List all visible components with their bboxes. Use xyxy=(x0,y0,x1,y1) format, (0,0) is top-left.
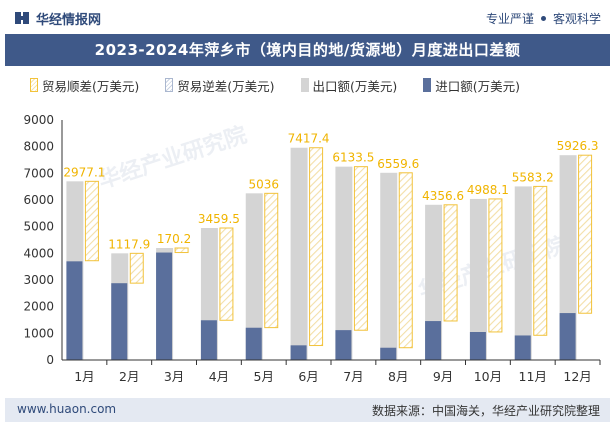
surplus-bar xyxy=(174,247,189,254)
surplus-bar xyxy=(129,252,144,284)
legend-swatch-export xyxy=(300,78,309,92)
legend-label-export: 出口额(万美元) xyxy=(312,78,398,94)
footer-band: www.huaon.com 数据来源：中国海关，华经产业研究院整理 xyxy=(5,398,610,422)
x-tick-label: 7月 xyxy=(343,369,363,384)
x-tick-label: 1月 xyxy=(74,369,94,384)
chart-title: 2023-2024年萍乡市（境内目的地/货源地）月度进出口差额 xyxy=(94,41,521,59)
y-tick-label: 0 xyxy=(46,353,54,367)
x-tick-label: 4月 xyxy=(209,369,229,384)
surplus-bar xyxy=(84,180,99,262)
x-tick-label: 8月 xyxy=(388,369,408,384)
surplus-bar xyxy=(488,198,503,333)
y-tick-label: 7000 xyxy=(23,166,54,180)
surplus-bar xyxy=(353,166,368,331)
surplus-bar xyxy=(219,227,234,321)
import-bar xyxy=(66,261,83,360)
tagline: 专业严谨 客观科学 xyxy=(486,10,601,27)
legend-item-surplus: 贸易顺差(万美元) xyxy=(30,76,139,95)
legend-label-surplus: 贸易顺差(万美元) xyxy=(42,78,140,94)
y-tick-label: 3000 xyxy=(23,273,54,287)
top-bar: 华经情报网 专业严谨 客观科学 xyxy=(0,0,615,34)
surplus-data-label: 6133.5 xyxy=(332,151,374,165)
surplus-bar xyxy=(398,172,413,349)
import-bar xyxy=(335,330,352,360)
y-tick-label: 5000 xyxy=(23,220,54,234)
brand-logo-icon xyxy=(15,12,29,24)
x-tick-label: 6月 xyxy=(298,369,318,384)
import-bar xyxy=(200,320,217,360)
surplus-bar xyxy=(309,147,324,347)
import-bar xyxy=(469,332,486,360)
surplus-data-label: 1117.9 xyxy=(108,237,150,251)
footer-source: 数据来源：中国海关，华经产业研究院整理 xyxy=(371,404,600,418)
legend-label-deficit: 贸易逆差(万美元) xyxy=(177,78,275,94)
legend-swatch-surplus xyxy=(30,78,38,92)
tagline-right: 客观科学 xyxy=(552,12,601,26)
y-tick-label: 6000 xyxy=(23,193,54,207)
export-bar xyxy=(335,166,353,360)
surplus-bar xyxy=(264,192,279,329)
legend-item-deficit: 贸易逆差(万美元) xyxy=(165,76,275,95)
export-bar xyxy=(514,186,532,360)
surplus-data-label: 4356.6 xyxy=(422,189,464,203)
legend: 贸易顺差(万美元) 贸易逆差(万美元) 出口额(万美元) 进口额(万美元) xyxy=(30,75,590,95)
tagline-dot-icon xyxy=(540,16,546,21)
x-tick-label: 5月 xyxy=(254,369,274,384)
x-tick-label: 12月 xyxy=(563,369,591,384)
surplus-data-label: 5036 xyxy=(248,177,279,191)
x-tick-label: 3月 xyxy=(164,369,184,384)
surplus-data-label: 2977.1 xyxy=(63,165,105,179)
import-bar xyxy=(425,321,442,360)
y-tick-label: 2000 xyxy=(23,300,54,314)
surplus-bar xyxy=(443,204,458,322)
chart-area: 0 1000 2000 3000 4000 5000 6000 7000 8000 9000 1月… xyxy=(23,113,601,384)
footer-site: www.huaon.com xyxy=(17,402,117,416)
x-tick-label: 10月 xyxy=(474,369,502,384)
title-band: 2023-2024年萍乡市（境内目的地/货源地）月度进出口差额 xyxy=(5,34,610,66)
surplus-bar xyxy=(578,154,593,314)
import-bar xyxy=(111,283,128,360)
y-tick-label: 4000 xyxy=(23,246,54,260)
y-axis: 0 1000 2000 3000 4000 5000 6000 7000 8000 9000 xyxy=(23,113,63,367)
tagline-left: 专业严谨 xyxy=(485,12,534,26)
y-tick-label: 1000 xyxy=(23,326,54,340)
surplus-data-label: 5926.3 xyxy=(557,139,599,153)
legend-label-import: 进口额(万美元) xyxy=(435,78,521,94)
surplus-data-label: 4988.1 xyxy=(467,183,509,197)
surplus-bar xyxy=(533,185,548,336)
import-bar xyxy=(156,252,173,360)
legend-item-export: 出口额(万美元) xyxy=(300,76,398,95)
y-tick-label: 8000 xyxy=(23,140,54,154)
import-bar xyxy=(514,335,531,360)
export-bar xyxy=(380,172,398,360)
legend-swatch-deficit xyxy=(165,78,174,92)
surplus-data-label: 7417.4 xyxy=(288,132,330,146)
x-tick-label: 9月 xyxy=(433,369,453,384)
import-bar xyxy=(380,347,397,360)
x-axis: 1月 2月 3月 4月 5月 6月 7月 8月 9月 10月 11月 12月 xyxy=(62,359,601,384)
surplus-data-label: 3459.5 xyxy=(198,212,240,226)
x-tick-label: 2月 xyxy=(119,369,139,384)
import-bar xyxy=(290,345,307,360)
export-bar xyxy=(290,147,308,360)
export-bar xyxy=(245,193,263,360)
y-tick-label: 9000 xyxy=(23,113,54,127)
brand: 华经情报网 xyxy=(14,9,102,28)
brand-name: 华经情报网 xyxy=(36,12,102,28)
import-bar xyxy=(559,313,576,360)
export-bar xyxy=(469,198,487,360)
surplus-data-label: 6559.6 xyxy=(377,157,419,171)
surplus-data-label: 170.2 xyxy=(157,232,191,246)
import-bar xyxy=(245,327,262,360)
bars xyxy=(66,147,593,360)
x-tick-label: 11月 xyxy=(519,369,547,384)
legend-item-import: 进口额(万美元) xyxy=(423,76,520,95)
surplus-data-label: 5583.2 xyxy=(512,170,554,184)
legend-swatch-import xyxy=(423,78,432,92)
export-bar xyxy=(559,155,577,360)
